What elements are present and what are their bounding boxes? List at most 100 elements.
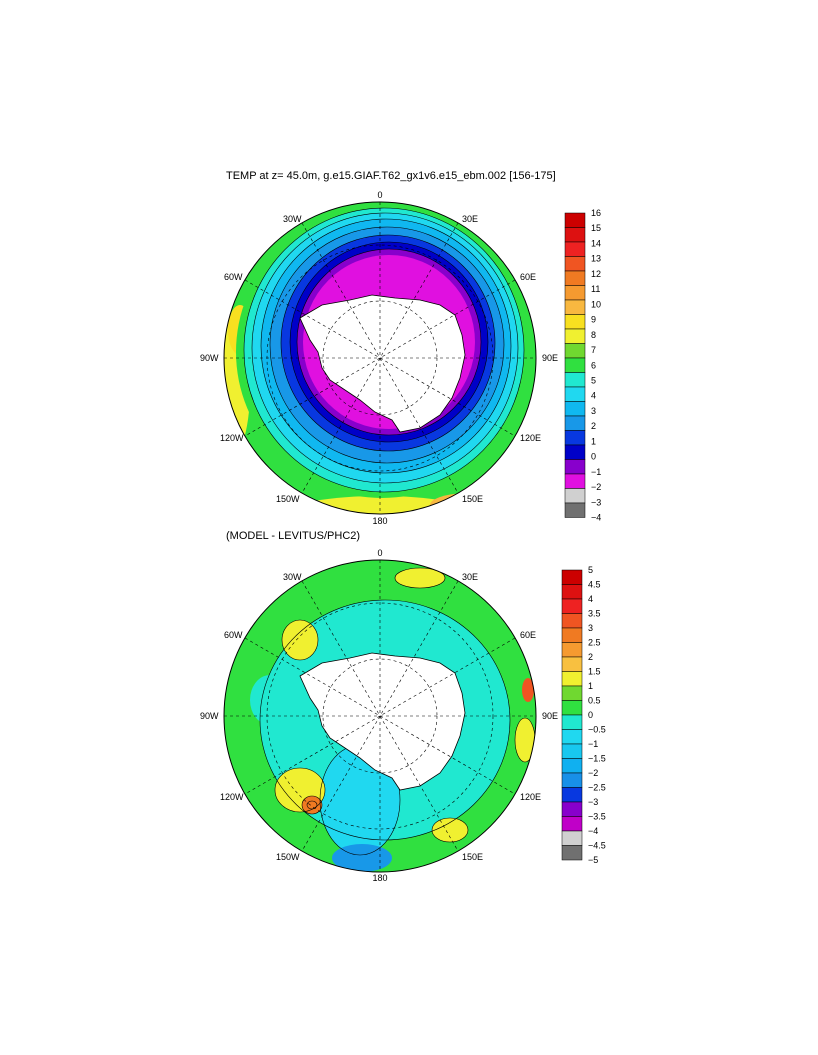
colorbar-tick-label: −4 [591,513,601,523]
colorbar-tick-label: −0.5 [588,725,606,735]
colorbar-tick-label: 14 [591,238,601,248]
p1-lon-0: 0 [377,190,382,200]
colorbar-tick-label: −1.5 [588,754,606,764]
colorbar-tick-label: 3 [591,406,596,416]
colorbar-tick-label: 13 [591,254,601,264]
colorbar-swatch [561,627,583,643]
colorbar-swatch [564,227,586,243]
colorbar-tick-label: −3.5 [588,812,606,822]
panel2-title: (MODEL - LEVITUS/PHC2) [226,530,361,542]
p2-lon-30e: 30E [462,572,478,582]
colorbar-swatch [564,256,586,272]
colorbar-swatch [564,372,586,388]
colorbar-swatch [564,473,586,489]
colorbar-swatch [561,743,583,759]
colorbar-swatch [561,685,583,701]
colorbar-tick-label: −4 [588,826,598,836]
colorbar-swatch [564,488,586,504]
p2-lon-120w: 120W [220,792,244,802]
colorbar-tick-label: −2 [588,768,598,778]
panel1-title: TEMP at z= 45.0m, g.e15.GIAF.T62_gx1v6.e… [226,170,556,182]
colorbar-swatch [564,459,586,475]
colorbar-swatch [564,314,586,330]
colorbar-swatch [564,328,586,344]
p2-lon-90w: 90W [200,711,219,721]
colorbar-tick-label: −5 [588,855,598,865]
colorbar-swatch [561,772,583,788]
colorbar-swatch [564,401,586,417]
colorbar-tick-label: 9 [591,315,596,325]
colorbar-swatch [561,656,583,672]
colorbar-tick-label: 15 [591,223,601,233]
colorbar-swatch [564,357,586,373]
antarctica-landmass [299,294,466,433]
colorbar-swatch [561,845,583,861]
p1-lon-30w: 30W [283,214,302,224]
colorbar-tick-label: 0 [588,710,593,720]
colorbar-swatch [564,386,586,402]
colorbar-swatch [561,671,583,687]
p1-lon-90e: 90E [542,353,558,363]
colorbar-swatch [564,343,586,359]
colorbar-tick-label: −1 [591,467,601,477]
antarctica-landmass-2 [299,652,466,791]
panel2-colorbar: 5 4.5 4 3.5 3 2.5 2 1.5 1 0.5 0 −0.5 −1 −1.5 −2 −2.5 −3 −… [561,565,606,865]
panel1-map [224,202,536,514]
colorbar-tick-label: 2 [591,421,596,431]
colorbar-swatch [564,212,586,228]
colorbar-tick-label: 12 [591,269,601,279]
colorbar-swatch [561,613,583,629]
colorbar-tick-label: −2.5 [588,783,606,793]
colorbar-tick-label: 5 [591,375,596,385]
colorbar-tick-label: 10 [591,299,601,309]
colorbar-swatch [561,569,583,585]
p2-lon-0: 0 [377,548,382,558]
colorbar-tick-label: 3 [588,623,593,633]
colorbar-tick-label: 5 [588,565,593,575]
p1-lon-90w: 90W [200,353,219,363]
colorbar-swatch [561,801,583,817]
colorbar-tick-label: 16 [591,208,601,218]
p2-lon-60w: 60W [224,630,243,640]
colorbar-swatch [561,830,583,846]
colorbar-swatch [561,816,583,832]
colorbar-swatch [564,415,586,431]
colorbar-tick-label: 3.5 [588,609,601,619]
colorbar-swatch [564,270,586,286]
colorbar-tick-label: 4.5 [588,580,601,590]
colorbar-tick-label: 11 [591,284,600,294]
colorbar-tick-label: 8 [591,330,596,340]
colorbar-tick-label: 2 [588,652,593,662]
colorbar-swatch [561,729,583,745]
panel1-map-outline [223,201,537,515]
p1-lon-60e: 60E [520,272,536,282]
p2-lon-90e: 90E [542,711,558,721]
colorbar-tick-label: 7 [591,345,596,355]
colorbar-tick-label: −3 [591,497,601,507]
colorbar-tick-label: 1.5 [588,667,601,677]
colorbar-swatch [564,241,586,257]
p1-lon-120w: 120W [220,433,244,443]
colorbar-tick-label: −3 [588,797,598,807]
colorbar-swatch [564,430,586,446]
p2-lon-120e: 120E [520,792,541,802]
p1-lon-150e: 150E [462,494,483,504]
colorbar-tick-label: −4.5 [588,841,606,851]
colorbar-tick-label: 4 [588,594,593,604]
colorbar-tick-label: 0.5 [588,696,601,706]
colorbar-swatch [561,758,583,774]
p2-lon-150w: 150W [276,852,300,862]
panel2-map-outline [223,559,537,873]
colorbar-tick-label: 6 [591,360,596,370]
p2-lon-60e: 60E [520,630,536,640]
p2-lon-180: 180 [372,873,387,883]
p2-lon-150e: 150E [462,852,483,862]
colorbar-swatch [564,502,586,518]
colorbar-swatch [561,714,583,730]
colorbar-swatch [561,787,583,803]
colorbar-tick-label: 1 [591,436,596,446]
colorbar-tick-label: 1 [588,681,593,691]
colorbar-swatch [561,598,583,614]
colorbar-tick-label: 4 [591,391,596,401]
